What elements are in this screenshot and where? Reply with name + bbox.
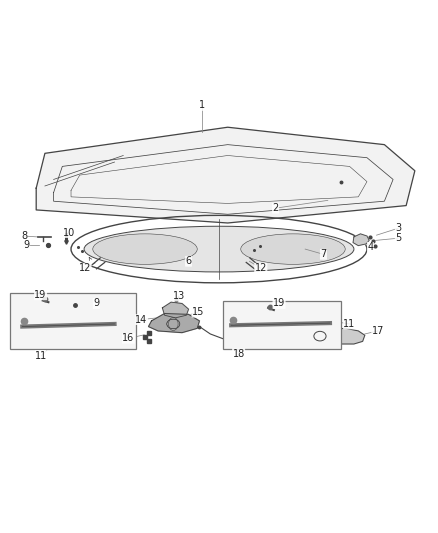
Text: 16: 16 — [122, 333, 134, 343]
Bar — [223, 301, 341, 349]
Text: 19: 19 — [35, 290, 47, 300]
Text: 15: 15 — [192, 307, 204, 317]
Ellipse shape — [84, 226, 354, 272]
Text: 18: 18 — [233, 349, 245, 359]
Text: 12: 12 — [79, 263, 91, 273]
Text: 8: 8 — [21, 231, 27, 241]
Bar — [10, 293, 136, 349]
Ellipse shape — [241, 234, 345, 264]
Ellipse shape — [93, 234, 197, 264]
Text: 11: 11 — [343, 319, 356, 329]
Text: 13: 13 — [173, 291, 185, 301]
Text: 10: 10 — [63, 228, 75, 238]
Text: 9: 9 — [24, 240, 30, 250]
Text: 1: 1 — [198, 100, 205, 110]
Text: 7: 7 — [320, 249, 327, 260]
Polygon shape — [36, 127, 415, 223]
Text: 2: 2 — [272, 203, 279, 213]
Text: 11: 11 — [35, 351, 48, 361]
Polygon shape — [148, 313, 199, 333]
Text: 4: 4 — [367, 243, 374, 252]
Text: 5: 5 — [395, 233, 402, 243]
Polygon shape — [162, 302, 188, 318]
Polygon shape — [319, 328, 365, 344]
Text: 12: 12 — [254, 263, 267, 273]
Polygon shape — [353, 234, 369, 246]
Text: 14: 14 — [135, 314, 148, 325]
Text: 17: 17 — [372, 326, 384, 336]
Text: 9: 9 — [93, 298, 99, 309]
Text: 3: 3 — [395, 223, 401, 233]
Text: 6: 6 — [185, 256, 191, 266]
Text: 19: 19 — [273, 298, 285, 309]
